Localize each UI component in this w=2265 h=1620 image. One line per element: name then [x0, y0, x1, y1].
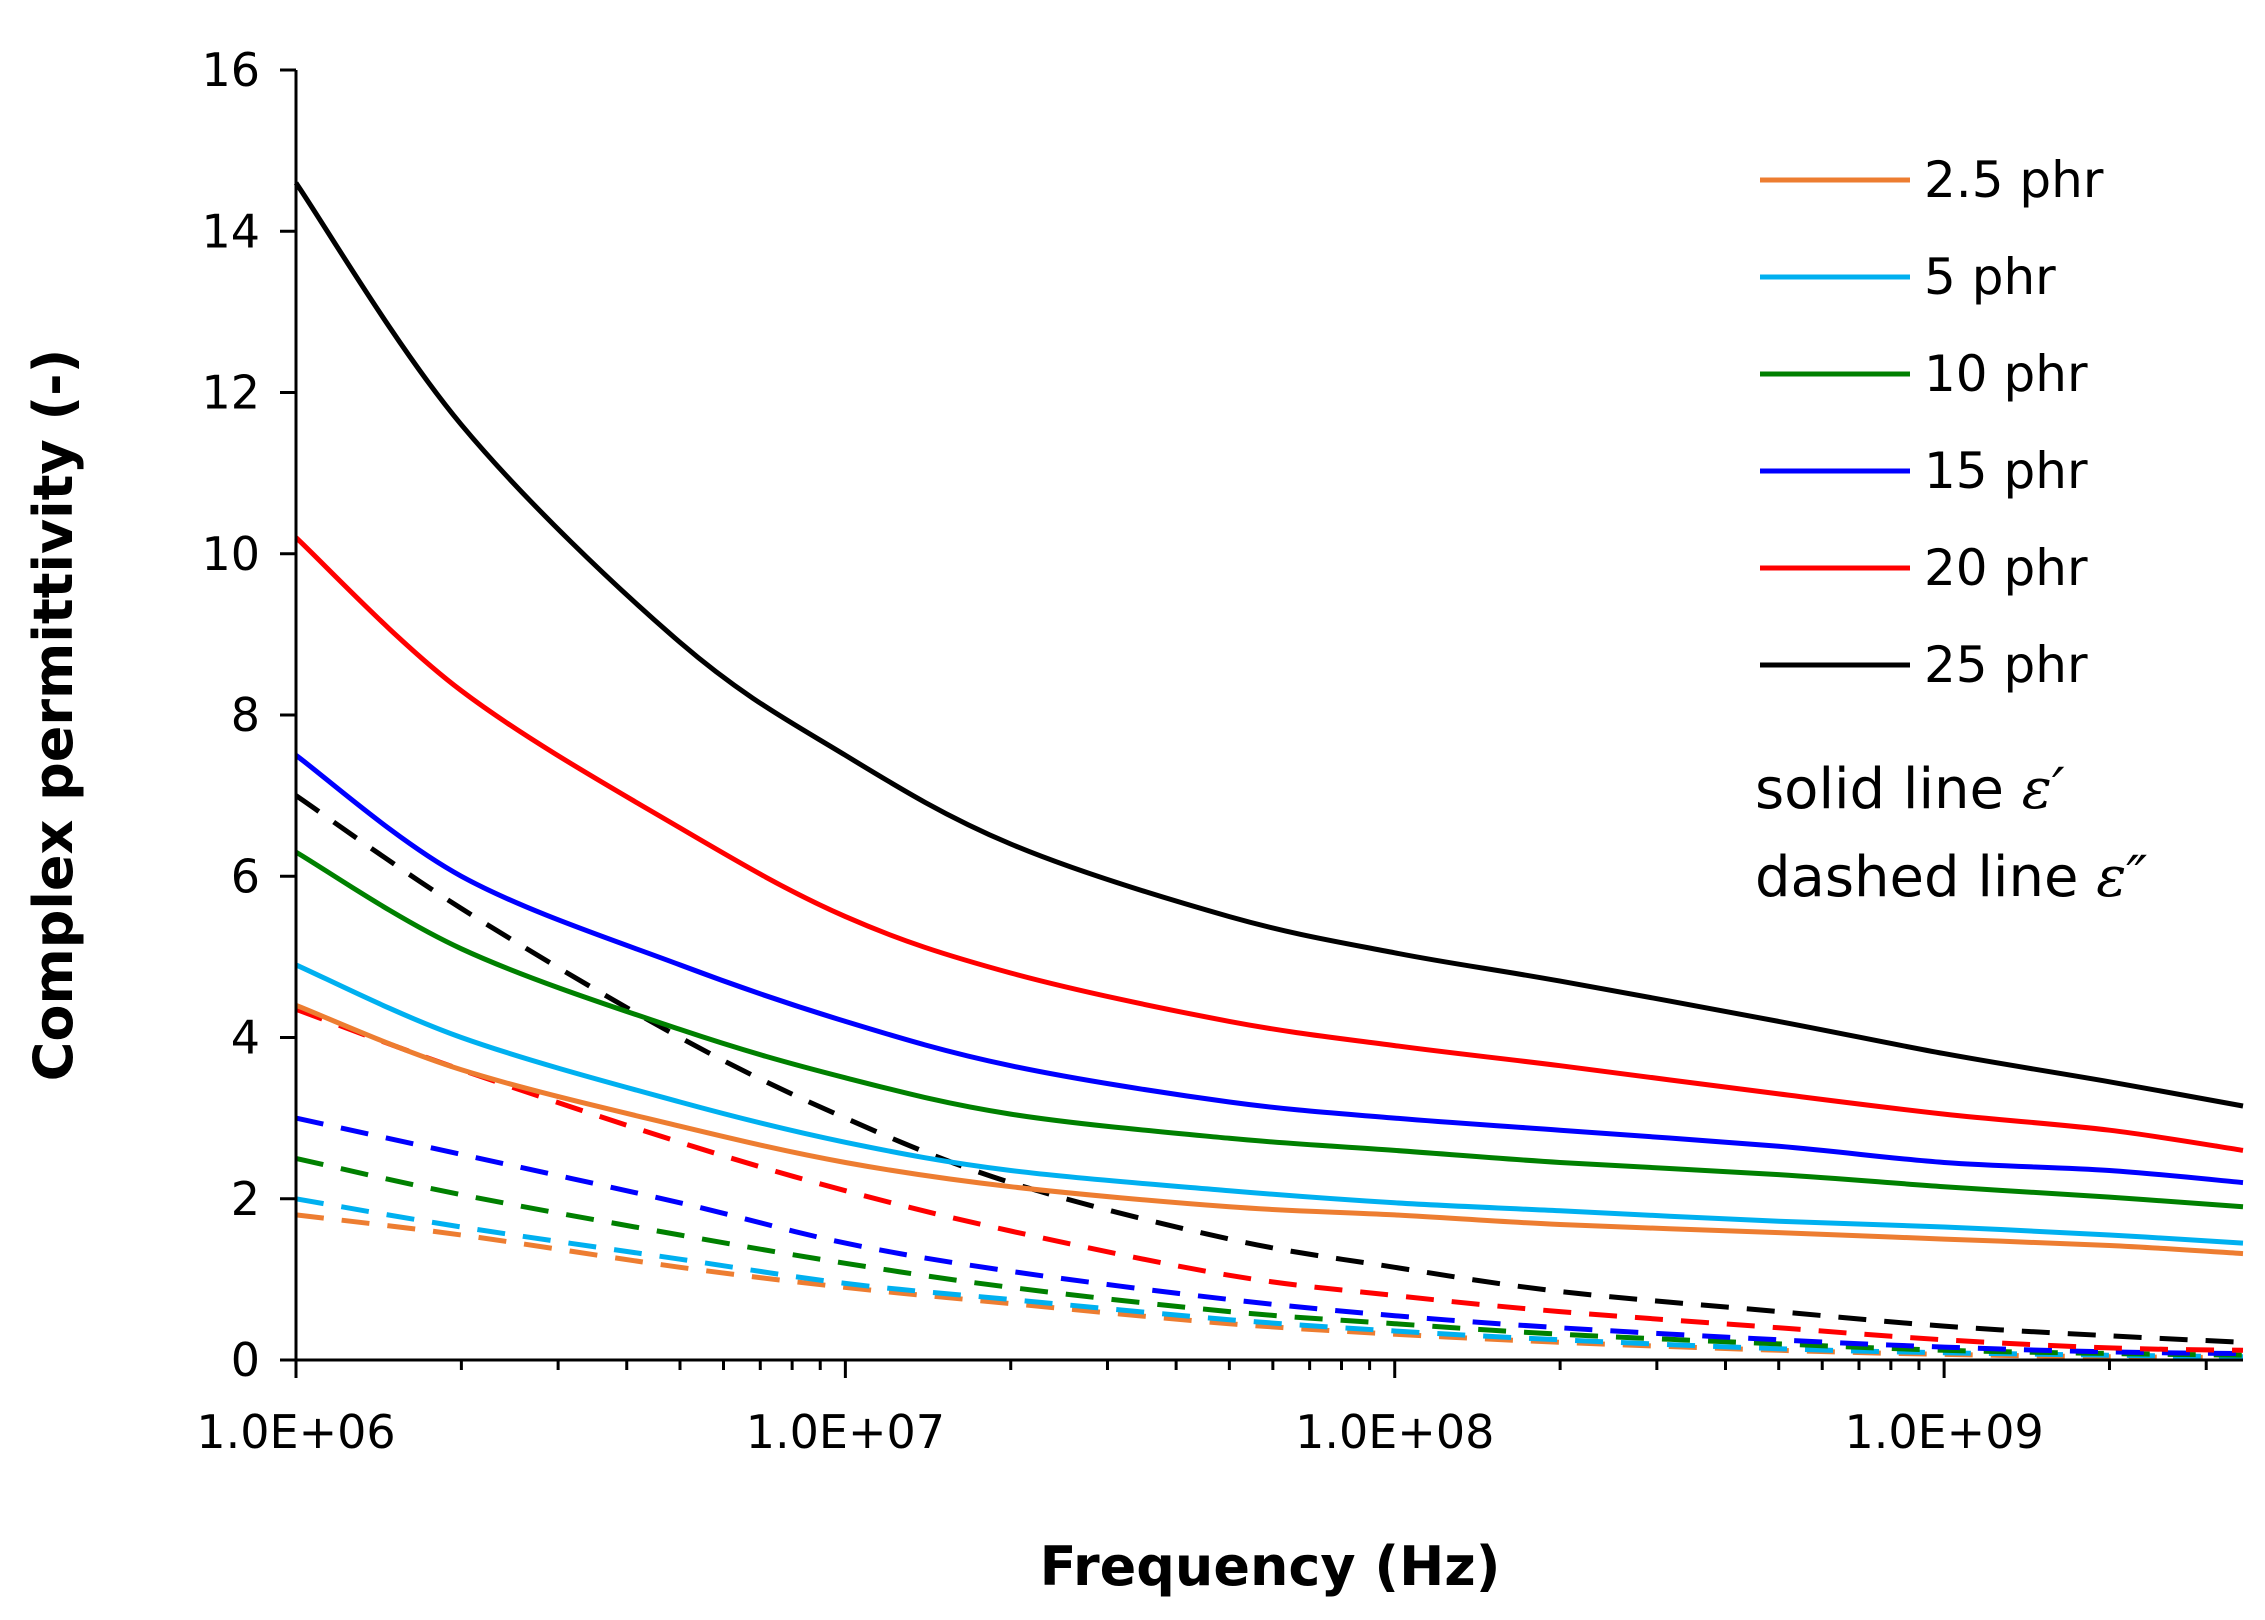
series-line-20-phr-real [294, 535, 2244, 1153]
y-tick-label: 12 [201, 366, 260, 420]
x-tick-label: 1.0E+09 [1844, 1405, 2043, 1459]
y-tick-label: 14 [201, 204, 260, 258]
series-line-25-phr-loss [294, 793, 2244, 1345]
y-tick-label: 2 [231, 1172, 260, 1226]
y-tick-label: 16 [201, 43, 260, 97]
y-tick-label: 6 [231, 849, 260, 903]
series-line-20-phr-loss [295, 1006, 2244, 1353]
series-line-5-phr-loss [295, 1196, 2244, 1360]
note-dashed-text: dashed line [1755, 845, 2096, 910]
legend-label-10-phr: 10 phr [1924, 345, 2088, 403]
y-tick-label: 0 [231, 1333, 260, 1387]
x-tick-label: 1.0E+08 [1295, 1405, 1494, 1459]
series-line-5-phr-real [294, 962, 2244, 1246]
legend-label-2-5-phr: 2.5 phr [1924, 151, 2104, 209]
series-line-15-phr-loss [295, 1115, 2244, 1356]
note-dashed-line: dashed line ε″ [1755, 845, 2147, 910]
note-dashed-symbol: ε″ [2096, 845, 2147, 910]
y-tick-label: 8 [231, 688, 260, 742]
series-layer [293, 181, 2244, 1361]
legend-label-5-phr: 5 phr [1924, 248, 2056, 306]
series-line-10-phr-loss [295, 1155, 2244, 1358]
axes-layer: 0 2 4 6 8 10 12 14 16 1.0E+06 1.0E+07 1.0E+08 1.0E+0… [196, 43, 2243, 1459]
series-line-2-5-phr-loss [295, 1212, 2244, 1361]
legend: 2.5 phr 5 phr 10 phr 15 phr 20 phr 25 phr [1760, 151, 2104, 694]
series-line-15-phr-real [294, 753, 2244, 1186]
y-tick-label: 4 [231, 1011, 260, 1065]
legend-label-20-phr: 20 phr [1924, 539, 2088, 597]
series-line-10-phr-real [294, 849, 2244, 1210]
note-solid-text: solid line [1755, 757, 2022, 822]
x-tick-label: 1.0E+07 [746, 1405, 945, 1459]
note-solid-line: solid line ε′ [1755, 757, 2065, 822]
legend-label-25-phr: 25 phr [1924, 636, 2088, 694]
legend-label-15-phr: 15 phr [1924, 442, 2088, 500]
x-axis-title: Frequency (Hz) [1040, 1535, 1501, 1598]
x-tick-label: 1.0E+06 [196, 1405, 395, 1459]
series-line-2-5-phr-real [295, 1002, 2244, 1257]
y-axis-title: Complex permittivity (-) [22, 349, 85, 1082]
series-line-25-phr-real [293, 181, 2244, 1109]
y-tick-label: 10 [201, 527, 260, 581]
note-solid-symbol: ε′ [2022, 757, 2065, 822]
